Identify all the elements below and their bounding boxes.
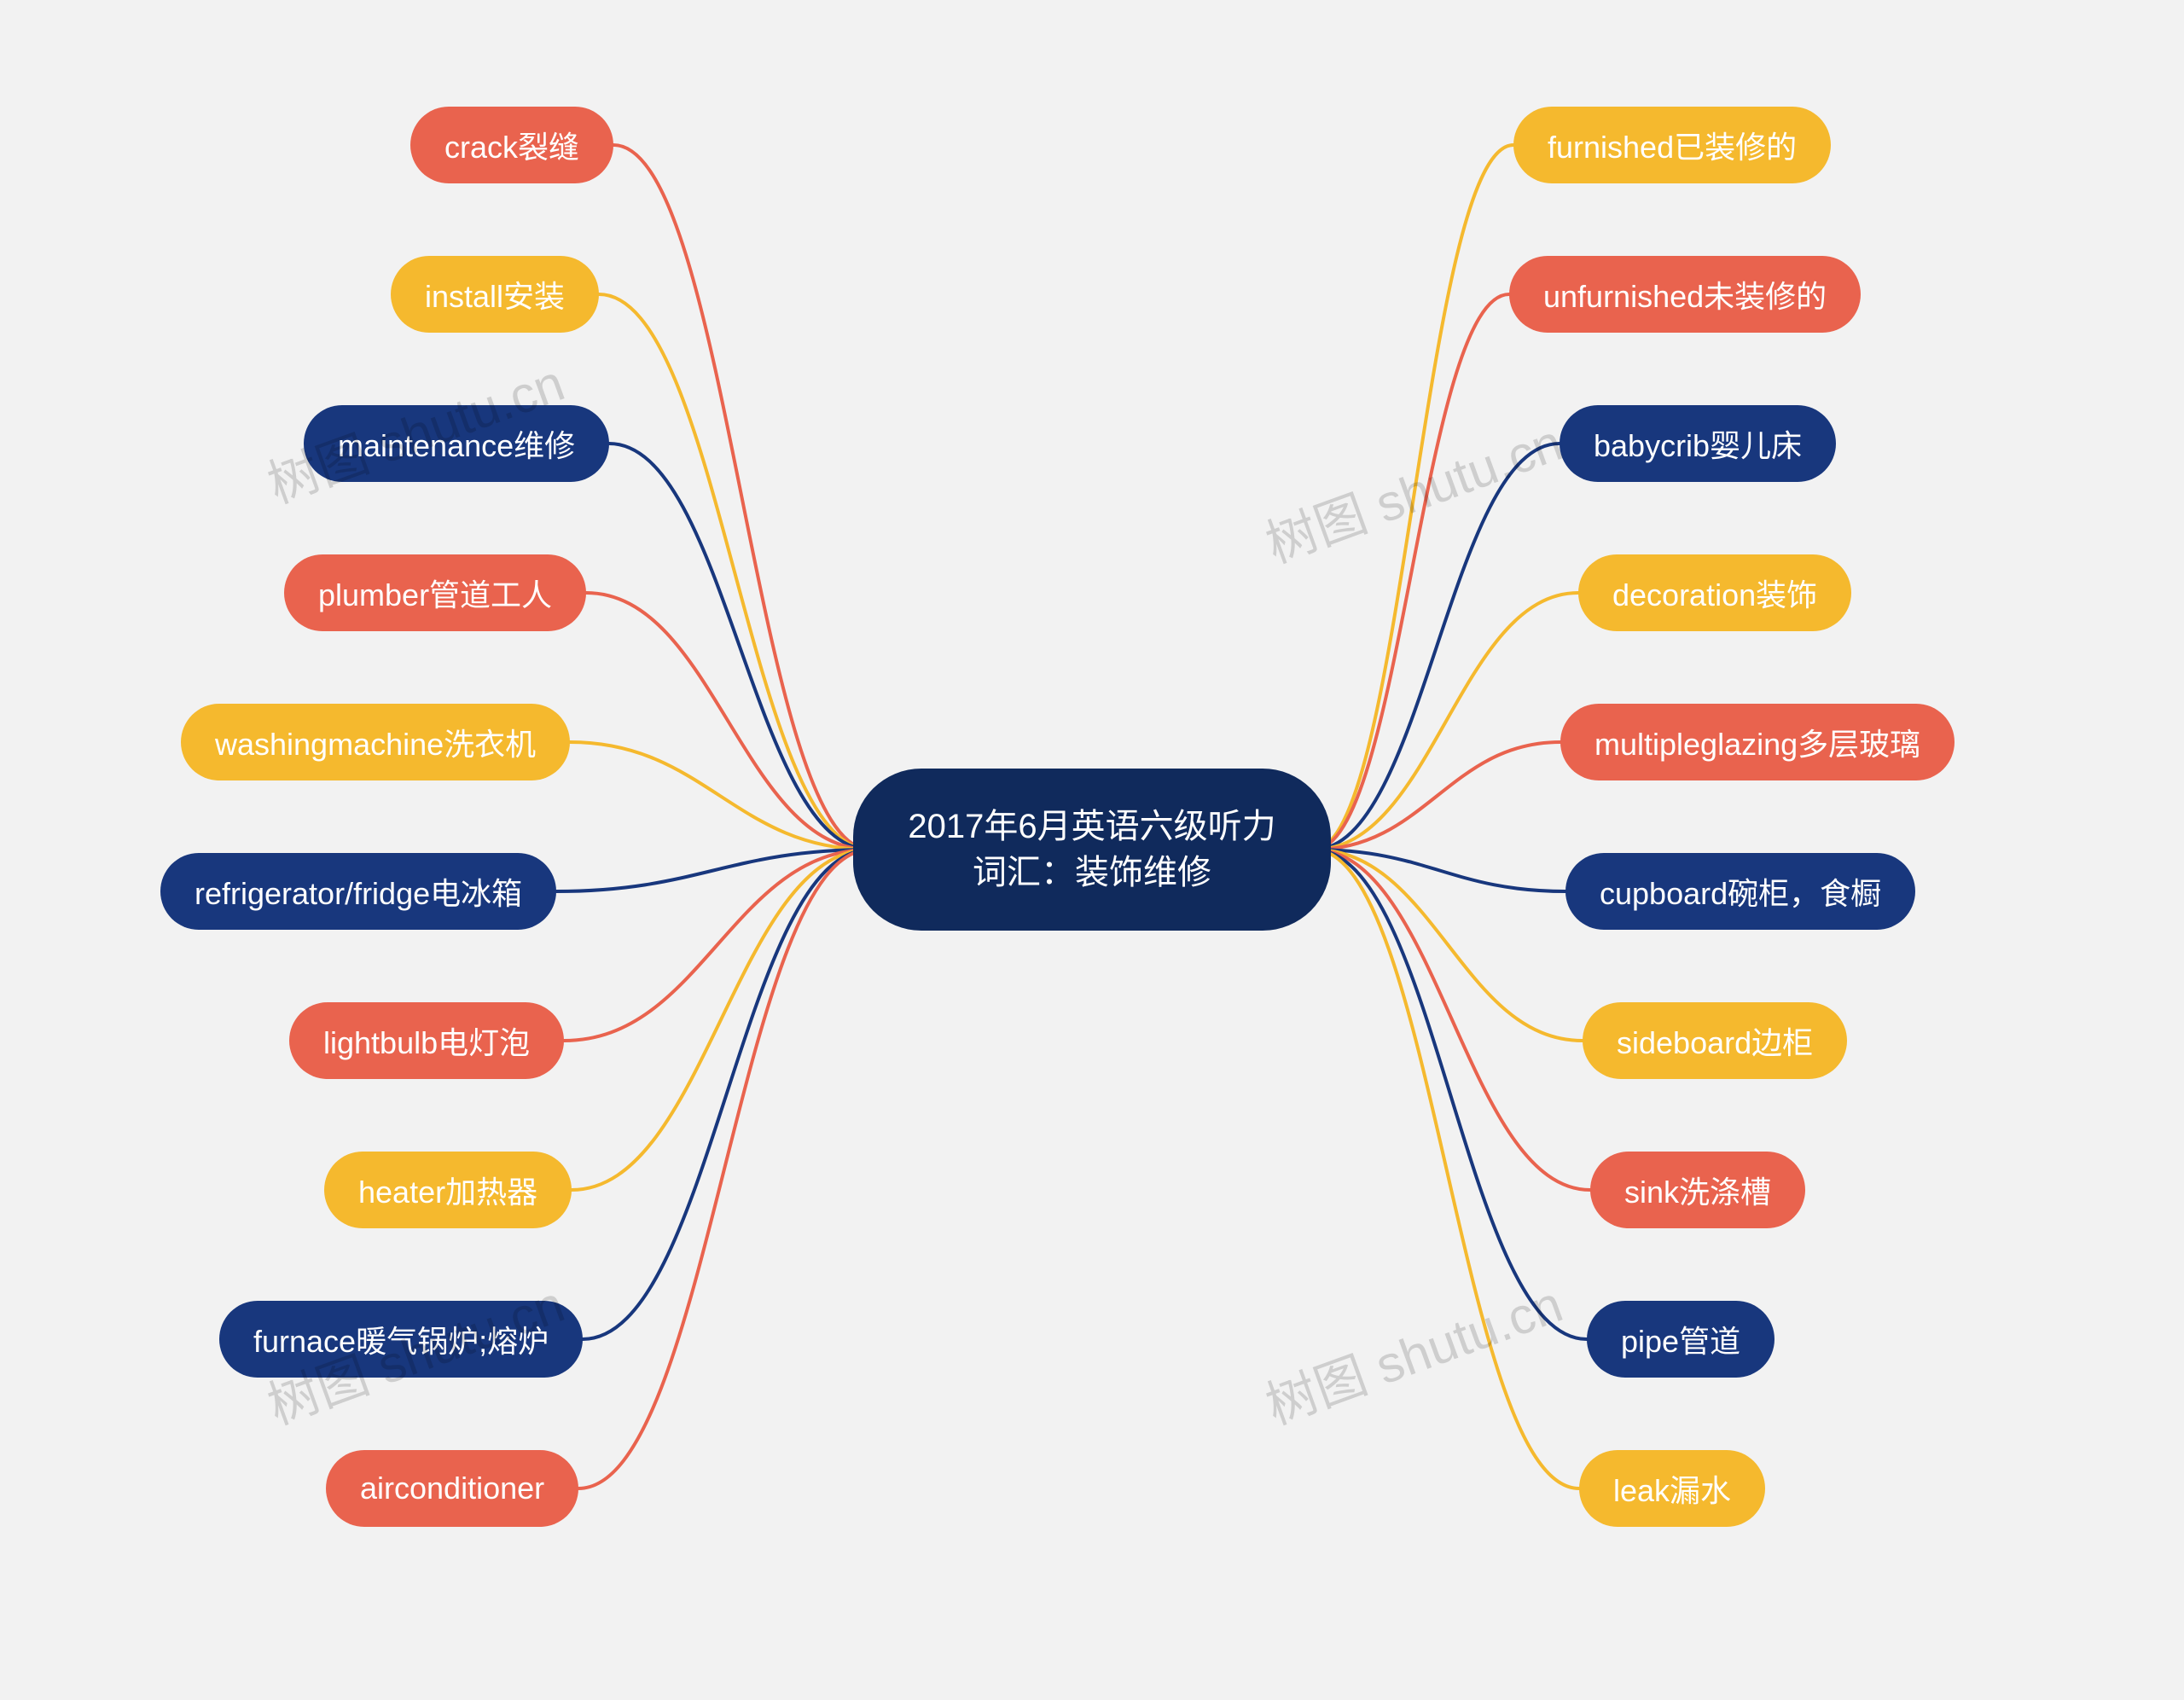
center-title-line: 2017年6月英语六级听力: [908, 804, 1275, 850]
node-label: babycrib婴儿床: [1594, 421, 1802, 466]
connector: [1314, 294, 1509, 850]
right-node: multipleglazing多层玻璃: [1560, 704, 1955, 780]
left-node: furnace暖气锅炉;熔炉: [219, 1301, 583, 1378]
connector: [613, 145, 870, 850]
left-node: heater加热器: [324, 1152, 572, 1228]
left-node: maintenance维修: [304, 405, 609, 482]
center-title-line: 词汇：装饰维修: [973, 850, 1211, 896]
node-label: furnished已装修的: [1548, 123, 1797, 167]
node-label: heater加热器: [358, 1168, 537, 1212]
right-node: pipe管道: [1587, 1301, 1774, 1378]
mindmap-stage: 2017年6月英语六级听力词汇：装饰维修 crack裂缝 install安装 main…: [0, 0, 2184, 1700]
center-node: 2017年6月英语六级听力词汇：装饰维修: [853, 769, 1331, 931]
right-node: decoration装饰: [1578, 554, 1851, 631]
connector: [599, 294, 870, 850]
node-label: multipleglazing多层玻璃: [1594, 720, 1920, 764]
left-node: plumber管道工人: [284, 554, 586, 631]
connector: [1314, 444, 1560, 850]
connector: [570, 742, 870, 850]
connector: [556, 850, 870, 891]
connector: [1314, 850, 1565, 891]
left-node: refrigerator/fridge电冰箱: [160, 853, 556, 930]
node-label: sink洗涤槽: [1624, 1168, 1771, 1212]
left-node: crack裂缝: [410, 107, 613, 183]
right-node: cupboard碗柜，食橱: [1565, 853, 1915, 930]
node-label: sideboard边柜: [1617, 1018, 1813, 1063]
connector: [583, 850, 870, 1339]
node-label: unfurnished未装修的: [1543, 272, 1827, 316]
connector: [1314, 742, 1560, 850]
node-label: refrigerator/fridge电冰箱: [195, 869, 522, 914]
node-label: airconditioner: [360, 1471, 544, 1506]
connector: [609, 444, 870, 850]
right-node: babycrib婴儿床: [1560, 405, 1836, 482]
left-node: airconditioner: [326, 1450, 578, 1527]
right-node: unfurnished未装修的: [1509, 256, 1861, 333]
node-label: cupboard碗柜，食橱: [1600, 869, 1881, 914]
connector: [1314, 850, 1579, 1488]
connector: [1314, 593, 1578, 850]
connector: [1314, 850, 1590, 1190]
node-label: install安装: [425, 272, 565, 316]
node-label: lightbulb电灯泡: [323, 1018, 530, 1063]
node-label: decoration装饰: [1612, 571, 1817, 615]
connector: [564, 850, 870, 1041]
node-label: plumber管道工人: [318, 571, 552, 615]
connector: [578, 850, 870, 1488]
watermark: 树图 shutu.cn: [1254, 1263, 1571, 1439]
right-node: sideboard边柜: [1583, 1002, 1847, 1079]
left-node: lightbulb电灯泡: [289, 1002, 564, 1079]
connector: [572, 850, 870, 1190]
right-node: sink洗涤槽: [1590, 1152, 1805, 1228]
left-node: install安装: [391, 256, 599, 333]
node-label: washingmachine洗衣机: [215, 720, 536, 764]
connector: [1314, 850, 1587, 1339]
node-label: pipe管道: [1621, 1317, 1740, 1361]
connector: [1314, 850, 1583, 1041]
node-label: maintenance维修: [338, 421, 575, 466]
node-label: crack裂缝: [444, 123, 579, 167]
watermark: 树图 shutu.cn: [1254, 402, 1571, 577]
node-label: leak漏水: [1613, 1466, 1731, 1511]
node-label: furnace暖气锅炉;熔炉: [253, 1317, 549, 1361]
connector: [586, 593, 870, 850]
right-node: leak漏水: [1579, 1450, 1765, 1527]
right-node: furnished已装修的: [1513, 107, 1831, 183]
left-node: washingmachine洗衣机: [181, 704, 570, 780]
connector: [1314, 145, 1513, 850]
